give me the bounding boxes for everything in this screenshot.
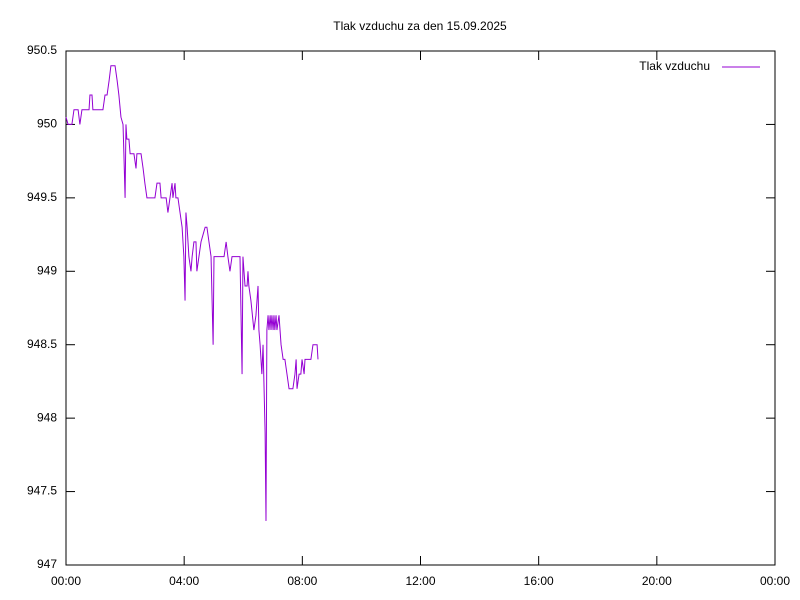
legend-label: Tlak vzduchu bbox=[639, 59, 710, 73]
y-tick-label: 950.5 bbox=[27, 43, 57, 57]
x-tick-label: 00:00 bbox=[51, 574, 81, 588]
x-tick-label: 04:00 bbox=[169, 574, 199, 588]
plot-border bbox=[65, 50, 776, 566]
y-tick-label: 947 bbox=[37, 557, 57, 571]
y-tick-label: 948 bbox=[37, 410, 57, 424]
y-tick-label: 949 bbox=[37, 263, 57, 277]
x-tick-label: 16:00 bbox=[524, 574, 554, 588]
x-tick-label: 00:00 bbox=[760, 574, 790, 588]
y-tick-label: 949.5 bbox=[27, 190, 57, 204]
y-tick-label: 950 bbox=[37, 117, 57, 131]
y-tick-label: 948.5 bbox=[27, 337, 57, 351]
chart-title: Tlak vzduchu za den 15.09.2025 bbox=[333, 19, 507, 33]
x-tick-label: 12:00 bbox=[405, 574, 435, 588]
y-tick-label: 947.5 bbox=[27, 484, 57, 498]
x-tick-label: 20:00 bbox=[642, 574, 672, 588]
x-tick-label: 08:00 bbox=[287, 574, 317, 588]
data-line bbox=[65, 65, 319, 521]
